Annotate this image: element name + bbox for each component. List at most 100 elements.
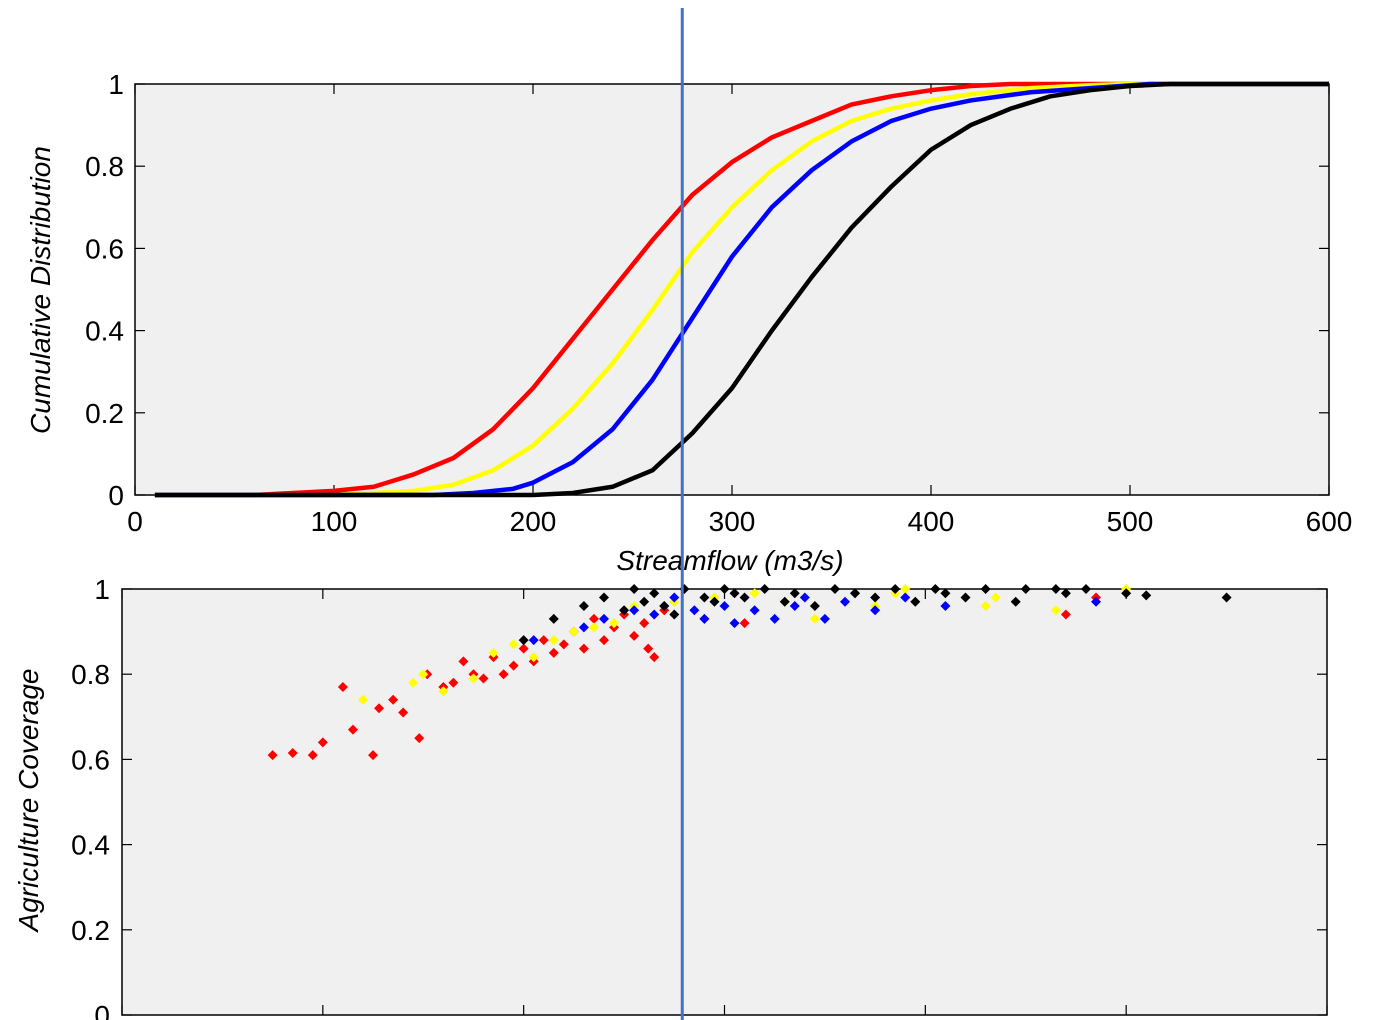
- scatter-point-black: [1010, 596, 1021, 607]
- scatter-point-black: [850, 588, 861, 599]
- scatter-point-red: [347, 724, 358, 735]
- scatter-point-yellow: [528, 652, 539, 663]
- scatter-point-yellow: [508, 639, 519, 650]
- scatter-point-yellow: [990, 592, 1001, 603]
- scatter-point-blue: [819, 613, 830, 624]
- scatter-point-black: [518, 635, 529, 646]
- scatter-point-red: [414, 733, 425, 744]
- scatter-point-black: [809, 601, 820, 612]
- scatter-point-black: [789, 588, 800, 599]
- scatter-point-red: [649, 652, 660, 663]
- cdf-y-tick-label: 0.4: [85, 316, 124, 347]
- scatter-point-red: [629, 630, 640, 641]
- scatter-point-black: [619, 605, 630, 616]
- scatter-y-tick-label: 0.8: [71, 659, 110, 690]
- scatter-point-black: [578, 601, 589, 612]
- scatter-point-black: [980, 584, 991, 594]
- scatter-point-black: [639, 596, 650, 607]
- scatter-point-red: [478, 673, 489, 684]
- scatter-point-yellow: [568, 626, 579, 637]
- scatter-point-black: [1020, 584, 1031, 594]
- cdf-plot-area: [134, 83, 1330, 496]
- scatter-point-yellow: [980, 601, 991, 612]
- scatter-point-red: [388, 694, 399, 705]
- scatter-point-red: [739, 618, 750, 629]
- scatter-point-yellow: [488, 647, 499, 658]
- cdf-y-tick-label: 0.6: [85, 233, 124, 264]
- scatter-point-yellow: [609, 618, 620, 629]
- scatter-point-red: [578, 643, 589, 654]
- scatter-point-black: [629, 584, 640, 594]
- scatter-point-red: [337, 681, 348, 692]
- scatter-point-red: [374, 703, 385, 714]
- scatter-point-black: [719, 584, 730, 594]
- scatter-point-blue: [699, 613, 710, 624]
- scatter-point-black: [599, 592, 609, 603]
- scatter-point-black: [548, 613, 559, 624]
- scatter-point-black: [729, 588, 740, 599]
- scatter-y-tick-label: 0.4: [71, 830, 110, 861]
- scatter-plot-area: [121, 588, 1328, 1016]
- scatter-point-black: [960, 592, 971, 603]
- scatter-point-blue: [649, 609, 660, 620]
- scatter-point-blue: [789, 601, 800, 612]
- scatter-point-red: [518, 643, 529, 654]
- cdf-panel: 0 100 200 300 400 500 600 0 0.2 0.4 0.6 0.8 1 Stream…: [25, 69, 1352, 576]
- scatter-y-tick-label: 1: [94, 574, 110, 605]
- scatter-point-red: [639, 618, 650, 629]
- scatter-point-yellow: [548, 635, 559, 646]
- scatter-point-red: [317, 737, 328, 748]
- scatter-point-black: [890, 584, 901, 594]
- scatter-panel: 0 0.2 0.4 0.6 0.8 1 Agriculture Coverage: [13, 574, 1328, 1020]
- cdf-line-black: [154, 81, 1329, 498]
- scatter-ticks: 0 0.2 0.4 0.6 0.8 1: [71, 574, 1328, 1020]
- scatter-point-red: [548, 647, 559, 658]
- scatter-series-blue: [528, 588, 1102, 646]
- scatter-point-red: [588, 613, 599, 624]
- scatter-point-black: [759, 584, 770, 594]
- scatter-point-red: [307, 750, 318, 761]
- cdf-ticks: 0 100 200 300 400 500 600 0 0.2 0.4 0.6 0.8 1: [85, 69, 1352, 537]
- scatter-point-blue: [729, 618, 740, 629]
- scatter-point-yellow: [468, 673, 479, 684]
- cdf-x-tick-label: 300: [709, 506, 756, 537]
- scatter-point-black: [699, 592, 710, 603]
- scatter-point-black: [870, 592, 881, 603]
- scatter-point-black: [829, 584, 840, 594]
- scatter-series-group: [267, 584, 1232, 761]
- cdf-y-tick-label: 1: [108, 69, 124, 100]
- scatter-point-yellow: [418, 669, 429, 680]
- scatter-point-red: [643, 643, 654, 654]
- scatter-point-yellow: [749, 588, 760, 599]
- scatter-point-blue: [749, 605, 760, 616]
- cdf-y-axis-label: Cumulative Distribution: [25, 146, 56, 434]
- scatter-point-red: [448, 677, 459, 688]
- scatter-point-black: [739, 592, 750, 603]
- scatter-series-black: [518, 584, 1232, 646]
- scatter-point-yellow: [438, 686, 449, 697]
- cdf-x-tick-label: 200: [510, 506, 557, 537]
- cdf-x-axis-label: Streamflow (m3/s): [616, 545, 843, 576]
- scatter-point-black: [930, 584, 941, 594]
- scatter-point-red: [287, 748, 298, 759]
- scatter-point-black: [910, 596, 921, 607]
- scatter-series-yellow: [358, 584, 1132, 705]
- scatter-point-blue: [940, 601, 951, 612]
- scatter-point-black: [1060, 588, 1071, 599]
- scatter-point-black: [1221, 592, 1232, 603]
- scatter-point-blue: [900, 592, 911, 603]
- cdf-x-tick-label: 500: [1107, 506, 1154, 537]
- scatter-y-tick-label: 0.2: [71, 915, 110, 946]
- scatter-point-red: [368, 750, 379, 761]
- cdf-y-tick-label: 0: [108, 480, 124, 511]
- cdf-series-group: [154, 81, 1329, 498]
- scatter-point-blue: [689, 605, 700, 616]
- scatter-point-yellow: [588, 622, 599, 633]
- cdf-line-yellow: [154, 81, 1329, 498]
- scatter-point-red: [508, 660, 519, 671]
- scatter-point-black: [1141, 590, 1152, 601]
- scatter-point-blue: [669, 592, 680, 603]
- scatter-point-red: [558, 639, 569, 650]
- scatter-point-black: [669, 609, 680, 620]
- scatter-point-red: [398, 707, 409, 718]
